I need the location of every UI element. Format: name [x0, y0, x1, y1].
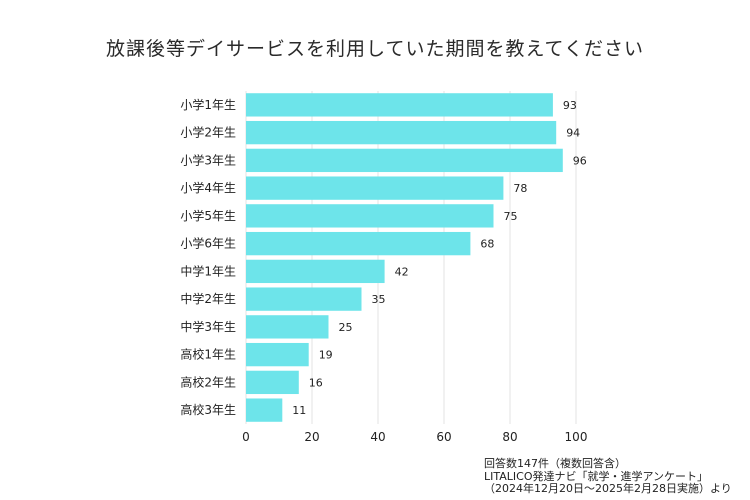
- chart-title: 放課後等デイサービスを利用していた期間を教えてください: [106, 38, 644, 60]
- value-label-6: 68: [480, 238, 494, 251]
- category-label-5: 小学5年生: [180, 208, 236, 223]
- value-label-8: 35: [372, 293, 386, 306]
- category-label-4: 小学4年生: [180, 180, 236, 195]
- category-label-6: 小学6年生: [180, 236, 236, 251]
- category-label-1: 小学1年生: [180, 97, 236, 112]
- value-labels: 93 94 96 78 75 68 42 35 25 19 16 11: [292, 99, 587, 417]
- value-label-3: 96: [573, 154, 587, 167]
- bar-3: [246, 148, 563, 173]
- category-label-11: 高校2年生: [180, 374, 236, 389]
- value-label-11: 16: [309, 376, 323, 389]
- category-label-3: 小学3年生: [180, 152, 236, 167]
- x-tick-label-100: 100: [565, 430, 588, 444]
- bar-6: [246, 231, 471, 256]
- grid-lines: [245, 91, 577, 424]
- category-label-7: 中学1年生: [180, 263, 236, 278]
- value-label-12: 11: [292, 404, 306, 417]
- bar-12: [246, 398, 283, 422]
- bar-10: [246, 342, 309, 367]
- x-tick-label-80: 80: [502, 430, 517, 444]
- value-label-4: 78: [513, 182, 527, 195]
- bar-1: [246, 93, 553, 117]
- bar-7: [246, 259, 385, 284]
- value-label-2: 94: [566, 127, 580, 140]
- source-note: 回答数147件（複数回答含） LITALICO発達ナビ「就学・進学アンケート」 …: [484, 457, 732, 496]
- value-label-1: 93: [563, 99, 577, 112]
- bar-8: [246, 287, 362, 311]
- value-label-5: 75: [504, 210, 518, 223]
- note-line-2: LITALICO発達ナビ「就学・進学アンケート」: [484, 469, 709, 483]
- x-tick-label-40: 40: [370, 430, 385, 444]
- note-line-3: （2024年12月20日～2025年2月28日実施）より: [484, 482, 732, 495]
- x-tick-label-0: 0: [242, 430, 250, 444]
- category-label-12: 高校3年生: [180, 402, 236, 417]
- category-label-2: 小学2年生: [180, 125, 236, 140]
- note-line-1: 回答数147件（複数回答含）: [484, 457, 626, 470]
- bar-11: [246, 370, 299, 395]
- value-label-7: 42: [395, 265, 409, 278]
- value-label-10: 19: [319, 349, 333, 362]
- bars: [246, 93, 563, 422]
- bar-2: [246, 120, 557, 145]
- bar-4: [246, 176, 504, 200]
- category-labels: 小学1年生小学2年生小学3年生小学4年生小学5年生小学6年生中学1年生中学2年生…: [180, 97, 236, 417]
- category-label-9: 中学3年生: [180, 319, 236, 334]
- x-tick-label-20: 20: [304, 430, 319, 444]
- category-label-8: 中学2年生: [180, 291, 236, 306]
- value-label-9: 25: [339, 321, 353, 334]
- x-tick-label-60: 60: [436, 430, 451, 444]
- bar-5: [246, 204, 494, 228]
- x-axis-ticks: 0 20 40 60 80 100: [242, 430, 587, 444]
- bar-9: [246, 315, 329, 339]
- category-label-10: 高校1年生: [180, 347, 236, 362]
